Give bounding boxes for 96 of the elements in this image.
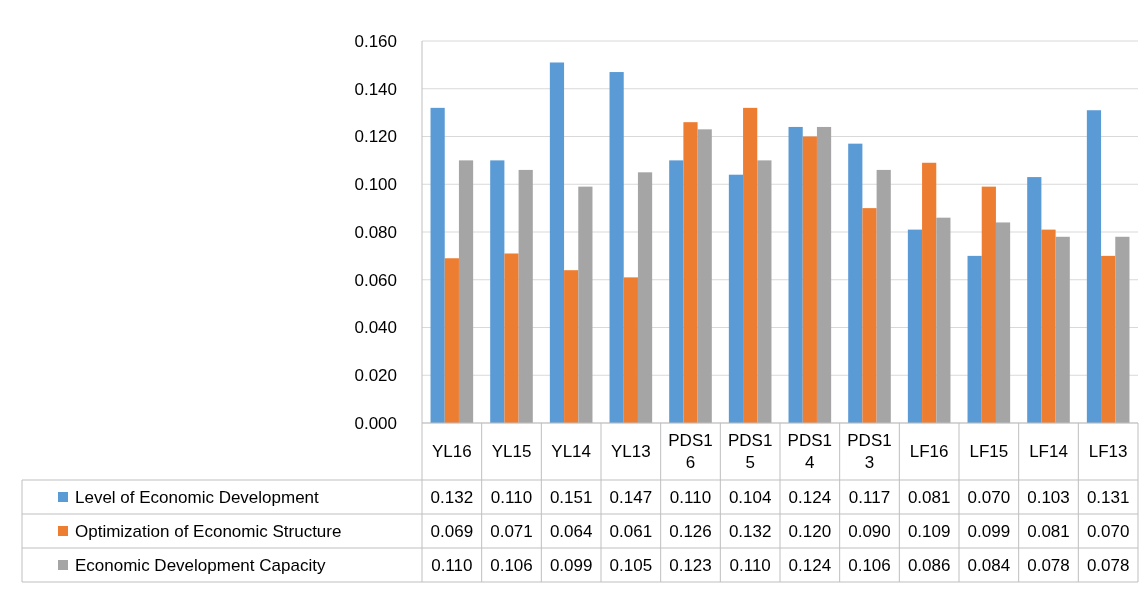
legend-label: Optimization of Economic Structure (75, 521, 342, 541)
data-label: 0.131 (1086, 487, 1130, 507)
y-tick-label: 0.100 (354, 175, 397, 195)
data-label: 0.064 (549, 521, 593, 541)
data-label: 0.110 (490, 487, 533, 507)
bar (490, 160, 505, 423)
data-label: 0.106 (490, 555, 533, 575)
data-label: 0.084 (967, 555, 1011, 575)
bar (549, 62, 565, 423)
bar (876, 169, 891, 423)
legend-label: Economic Development Capacity (75, 555, 326, 575)
data-label: 0.110 (431, 555, 473, 575)
data-label: 0.078 (1086, 555, 1130, 575)
data-label: 0.110 (729, 555, 771, 575)
data-label: 0.069 (430, 521, 474, 541)
bar (444, 258, 459, 423)
data-label: 0.105 (609, 555, 653, 575)
bar (1041, 229, 1056, 423)
bar (802, 136, 817, 423)
data-label: 0.086 (907, 555, 951, 575)
data-label: 0.090 (848, 521, 891, 541)
bar (669, 160, 684, 423)
bar (757, 160, 772, 423)
x-tick-label: PDS13 (847, 431, 892, 473)
bar (637, 172, 653, 423)
bar (922, 162, 937, 423)
bar (609, 72, 624, 423)
data-label: 0.070 (967, 487, 1011, 507)
bar (743, 107, 758, 423)
data-label: 0.117 (848, 487, 891, 507)
x-tick-label: LF14 (1029, 442, 1068, 462)
data-label: 0.123 (669, 555, 712, 575)
data-label: 0.151 (549, 487, 593, 507)
x-tick-label: PDS14 (787, 431, 833, 473)
bar (430, 107, 445, 423)
bar (907, 229, 923, 423)
bar (458, 160, 474, 423)
y-tick-label: 0.060 (354, 270, 397, 290)
data-label: 0.103 (1027, 487, 1070, 507)
data-label: 0.132 (728, 521, 772, 541)
y-tick-label: 0.040 (354, 318, 397, 338)
bar (578, 186, 593, 423)
y-tick-label: 0.120 (354, 127, 397, 147)
x-tick-label: PDS16 (668, 431, 713, 473)
bar (518, 169, 533, 423)
data-label: 0.081 (1027, 521, 1070, 541)
bar (564, 270, 579, 423)
bar (623, 277, 638, 423)
bar (862, 208, 877, 423)
x-tick-label: YL15 (491, 442, 532, 462)
data-label: 0.106 (848, 555, 891, 575)
bar (1115, 236, 1130, 423)
data-label: 0.124 (788, 487, 832, 507)
bar (816, 126, 832, 423)
bar (1086, 110, 1102, 423)
x-tick-label: PDS15 (727, 431, 773, 473)
data-label: 0.126 (669, 521, 712, 541)
bar (697, 129, 712, 423)
bar (1055, 236, 1070, 423)
data-label: 0.147 (609, 487, 653, 507)
data-label: 0.099 (549, 555, 593, 575)
bar (1027, 177, 1042, 423)
data-label: 0.124 (788, 555, 832, 575)
data-label: 0.071 (490, 521, 533, 541)
data-label: 0.109 (907, 521, 951, 541)
data-label: 0.070 (1086, 521, 1130, 541)
bar (504, 253, 519, 423)
x-tick-label: LF15 (969, 442, 1009, 462)
y-tick-label: 0.160 (354, 31, 397, 51)
data-label: 0.099 (967, 521, 1011, 541)
data-label: 0.061 (609, 521, 653, 541)
y-tick-label: 0.020 (354, 366, 397, 386)
x-tick-label: YL14 (551, 442, 592, 462)
data-label: 0.081 (907, 487, 951, 507)
y-tick-label: 0.140 (354, 79, 397, 99)
bar (683, 122, 698, 423)
x-tick-label: LF13 (1088, 442, 1128, 462)
bar (1101, 255, 1116, 423)
bar (981, 186, 996, 423)
data-label: 0.120 (788, 521, 832, 541)
y-tick-label: 0.000 (354, 413, 397, 433)
data-label: 0.132 (430, 487, 474, 507)
bar (848, 143, 863, 423)
x-tick-label: YL16 (431, 442, 472, 462)
bar (728, 174, 744, 423)
legend-label: Level of Economic Development (75, 487, 320, 507)
bar (967, 255, 982, 423)
data-label: 0.078 (1027, 555, 1070, 575)
data-label: 0.104 (728, 487, 772, 507)
y-tick-label: 0.080 (354, 222, 397, 242)
x-tick-label: YL13 (610, 442, 651, 462)
bar (788, 126, 803, 423)
bar (936, 217, 951, 423)
x-tick-label: LF16 (909, 442, 949, 462)
bar (995, 222, 1011, 423)
data-label: 0.110 (669, 487, 712, 507)
